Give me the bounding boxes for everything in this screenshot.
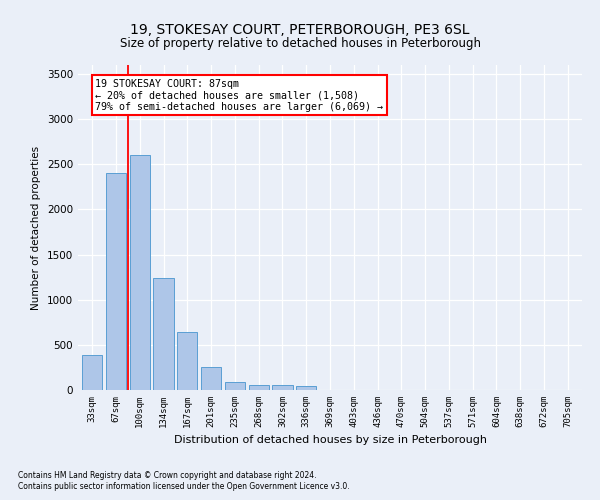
Text: 19 STOKESAY COURT: 87sqm
← 20% of detached houses are smaller (1,508)
79% of sem: 19 STOKESAY COURT: 87sqm ← 20% of detach… — [95, 78, 383, 112]
Bar — [106, 174, 126, 390]
X-axis label: Distribution of detached houses by size in Peterborough: Distribution of detached houses by size … — [173, 436, 487, 446]
Bar — [82, 355, 103, 390]
Bar — [225, 382, 245, 390]
Text: Contains HM Land Registry data © Crown copyright and database right 2024.: Contains HM Land Registry data © Crown c… — [18, 470, 317, 480]
Bar — [177, 332, 197, 390]
Bar — [272, 385, 293, 390]
Y-axis label: Number of detached properties: Number of detached properties — [31, 146, 41, 310]
Bar — [130, 156, 150, 390]
Bar — [296, 386, 316, 390]
Text: Contains public sector information licensed under the Open Government Licence v3: Contains public sector information licen… — [18, 482, 350, 491]
Bar — [154, 278, 173, 390]
Bar — [248, 385, 269, 390]
Text: Size of property relative to detached houses in Peterborough: Size of property relative to detached ho… — [119, 38, 481, 51]
Bar — [201, 368, 221, 390]
Text: 19, STOKESAY COURT, PETERBOROUGH, PE3 6SL: 19, STOKESAY COURT, PETERBOROUGH, PE3 6S… — [130, 22, 470, 36]
